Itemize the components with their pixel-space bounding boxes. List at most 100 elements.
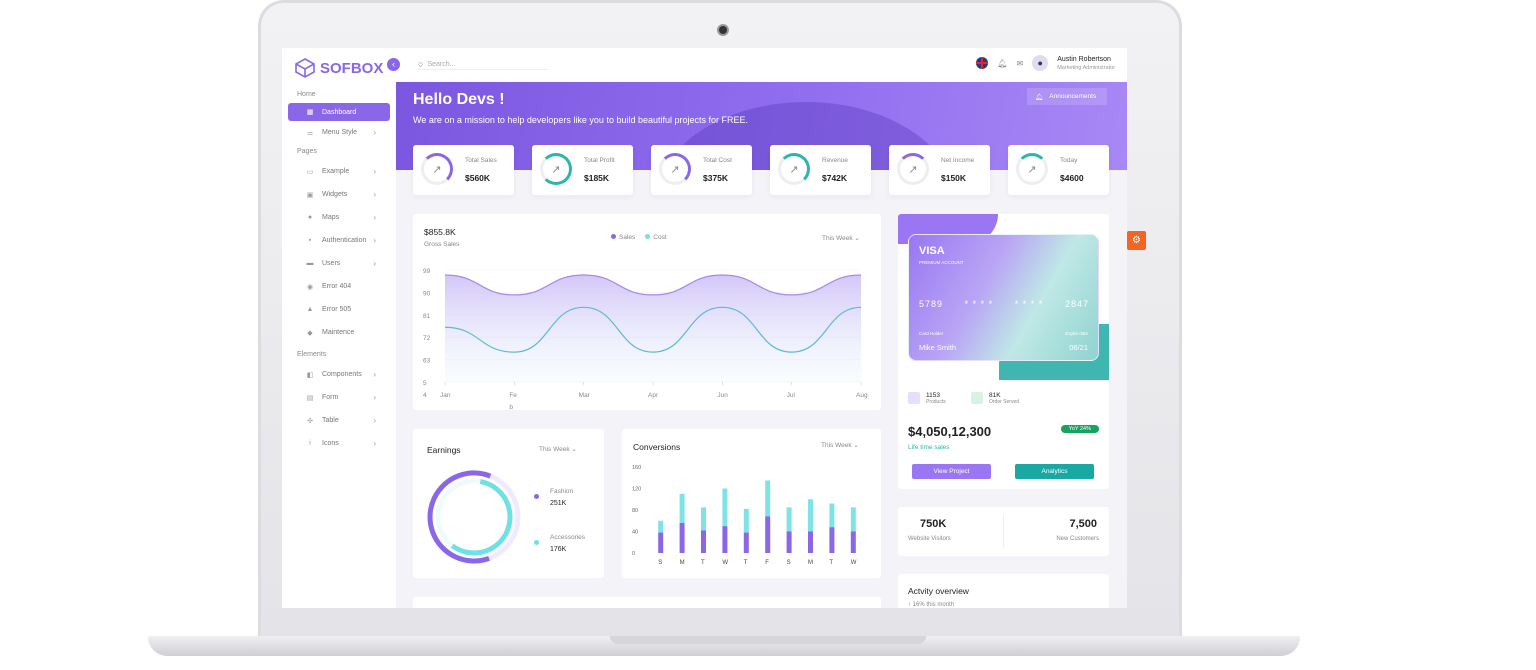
search-input[interactable]: ○ Search... xyxy=(418,59,548,70)
sidebar-item-menu-style[interactable]: ⚌ Menu Style › xyxy=(288,121,390,144)
laptop-notch xyxy=(610,636,926,644)
card-summary-panel: VISA PREMIUM ACCOUNT 5789 * * * * * * * … xyxy=(898,214,1109,489)
logo[interactable]: SOFBOX xyxy=(294,57,383,79)
x-tick-label: S xyxy=(787,560,791,566)
bell-icon: 🔔︎ xyxy=(1035,93,1044,101)
sidebar-toggle-button[interactable]: ‹ xyxy=(387,58,400,71)
stat-label: Today xyxy=(1060,157,1078,164)
search-placeholder: Search... xyxy=(427,60,456,68)
stat-card[interactable]: ↗ Revenue $742K xyxy=(770,145,871,195)
sidebar-section-pages: Pages xyxy=(297,148,317,155)
website-visitors-label: Website Visitors xyxy=(908,536,951,542)
analytics-button[interactable]: Analytics xyxy=(1015,464,1094,479)
top-bar: SOFBOX ‹ ○ Search... 🔔︎ ✉ ● Austin Rober… xyxy=(282,48,1127,82)
x-tick-label: Mar xyxy=(579,392,591,399)
logo-text: SOFBOX xyxy=(320,59,384,77)
chevron-right-icon: › xyxy=(373,213,376,222)
stat-card[interactable]: ↗ Total Profit $185K xyxy=(532,145,633,195)
main-content: Hello Devs ! We are on a mission to help… xyxy=(396,82,1127,608)
card-holder-name: Mike Smith xyxy=(919,343,957,352)
sidebar-item-label: Users xyxy=(322,260,341,267)
stat-label: Revenue xyxy=(822,157,849,164)
announcements-button[interactable]: 🔔︎ Announcements xyxy=(1027,88,1107,105)
chevron-right-icon: › xyxy=(373,416,376,425)
activity-title: Actvity overview xyxy=(908,586,969,596)
products-label: Products xyxy=(926,399,946,405)
chevron-down-icon: ⌄ xyxy=(854,235,860,242)
sidebar-item-form[interactable]: ▤ Form › xyxy=(288,386,390,409)
sidebar-item-authentication[interactable]: ▪ Authentication › xyxy=(288,229,390,252)
flag-uk-icon[interactable] xyxy=(976,57,989,69)
sidebar-item-label: Icons xyxy=(322,440,339,447)
hero-subtitle: We are on a mission to help developers l… xyxy=(413,115,749,125)
bell-icon[interactable]: 🔔︎ xyxy=(997,58,1008,68)
sidebar-item-error-404[interactable]: ◉ Error 404 xyxy=(288,275,390,298)
fashion-dot xyxy=(534,494,539,499)
sidebar-item-icons[interactable]: i Icons › xyxy=(288,432,390,455)
legend-cost: Cost xyxy=(645,234,667,241)
gross-sales-label: Gross Sales xyxy=(424,241,460,248)
x-tick-label: Jan xyxy=(440,392,451,399)
expiry-label: Expire date xyxy=(1065,331,1088,336)
gear-icon: ⚙ xyxy=(1132,235,1141,246)
stat-card[interactable]: ↗ Net Income $150K xyxy=(889,145,990,195)
announcements-label: Announcements xyxy=(1049,93,1097,100)
sidebar-item-label: Authentication xyxy=(322,237,367,244)
stat-value: $742K xyxy=(822,173,848,183)
arrow-up-right-icon: ↗ xyxy=(897,153,929,185)
sidebar-item-dashboard[interactable]: ▦ Dashboard xyxy=(288,103,390,121)
bar-bottom xyxy=(701,530,706,553)
chevron-down-icon: ⌄ xyxy=(853,442,859,449)
stat-card[interactable]: ↗ Total Cost $375K xyxy=(651,145,752,195)
user-info[interactable]: Austin Robertson Marketing Administrator xyxy=(1057,55,1115,71)
card-holder-label: Card Holder xyxy=(919,331,944,336)
sidebar-item-maps[interactable]: ● Maps › xyxy=(288,206,390,229)
sidebar-item-users[interactable]: ▬ Users › xyxy=(288,252,390,275)
stat-card[interactable]: ↗ Today $4600 xyxy=(1008,145,1109,195)
arrow-up-right-icon: ↗ xyxy=(1016,153,1048,185)
sidebar-item-label: Menu Style xyxy=(322,129,358,136)
earnings-donut-chart xyxy=(427,470,521,564)
sidebar-item-example[interactable]: ▭ Example › xyxy=(288,160,390,183)
sidebar-item-widgets[interactable]: ▣ Widgets › xyxy=(288,183,390,206)
stat-card[interactable]: ↗ Total Sales $560K xyxy=(413,145,514,195)
arrow-up-icon: ↑ xyxy=(908,602,911,608)
box-icon xyxy=(908,392,920,404)
stat-label: Total Profit xyxy=(584,157,615,164)
y-tick-label: 72 xyxy=(423,335,431,342)
bottom-card xyxy=(413,597,881,608)
sidebar-section-home: Home xyxy=(297,91,316,98)
card-number: 5789 * * * * * * * * 2847 xyxy=(919,299,1089,309)
period-dropdown[interactable]: This Week ⌄ xyxy=(822,234,860,242)
conversions-title: Conversions xyxy=(633,442,681,452)
period-dropdown[interactable]: This Week ⌄ xyxy=(539,445,577,453)
stat-label: Total Sales xyxy=(465,157,497,164)
stat-value: $560K xyxy=(465,173,491,183)
view-project-button[interactable]: View Project xyxy=(912,464,991,479)
sidebar-item-label: Error 505 xyxy=(322,306,352,313)
components-icon: ◧ xyxy=(306,371,314,379)
form-icon: ▤ xyxy=(306,394,314,402)
products-stat: 1153 Products xyxy=(908,392,946,405)
sidebar-item-maintence[interactable]: ◆ Maintence xyxy=(288,321,390,344)
stat-value: $150K xyxy=(941,173,967,183)
arrow-up-right-icon: ↗ xyxy=(540,153,572,185)
visa-card[interactable]: VISA PREMIUM ACCOUNT 5789 * * * * * * * … xyxy=(908,234,1099,361)
sidebar-item-table[interactable]: ✣ Table › xyxy=(288,409,390,432)
search-icon: ○ xyxy=(418,59,424,69)
chevron-right-icon: › xyxy=(373,190,376,199)
bar-top xyxy=(765,480,771,517)
sidebar-item-components[interactable]: ◧ Components › xyxy=(288,363,390,386)
mail-icon[interactable]: ✉ xyxy=(1016,58,1024,68)
period-dropdown[interactable]: This Week ⌄ xyxy=(821,441,859,449)
sidebar-item-error-505[interactable]: ▲ Error 505 xyxy=(288,298,390,321)
lock-icon: ▪ xyxy=(308,237,312,244)
bar-bottom xyxy=(786,531,792,553)
hero-title: Hello Devs ! xyxy=(413,91,505,108)
chevron-right-icon: › xyxy=(373,439,376,448)
avatar[interactable]: ● xyxy=(1032,55,1049,71)
sales-area xyxy=(445,274,861,382)
sidebar-item-label: Form xyxy=(322,394,339,401)
settings-gear-button[interactable]: ⚙ xyxy=(1127,231,1146,250)
